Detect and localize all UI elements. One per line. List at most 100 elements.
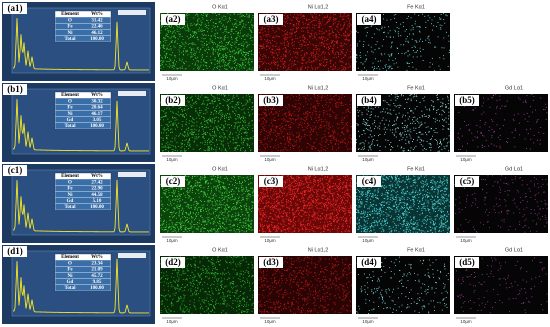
map-dot: [319, 49, 320, 50]
map-dot: [299, 138, 300, 139]
map-dot: [204, 104, 205, 105]
map-dot: [298, 15, 299, 16]
map-dot: [208, 49, 209, 50]
map-dot: [429, 116, 430, 117]
map-dot: [212, 48, 213, 49]
map-dot: [247, 198, 248, 199]
map-dot: [304, 96, 305, 97]
map-dot: [240, 14, 241, 15]
map-dot: [350, 107, 351, 108]
map-dot: [343, 62, 344, 63]
map-dot: [335, 29, 336, 30]
map-dot: [350, 112, 351, 113]
map-dot: [207, 27, 208, 28]
map-dot: [341, 120, 342, 121]
map-dot: [260, 32, 261, 33]
map-dot: [366, 124, 367, 125]
map-dot: [322, 21, 323, 22]
map-dot: [227, 13, 228, 14]
map-dot: [209, 49, 210, 50]
map-dot: [298, 27, 299, 28]
map-dot: [246, 187, 247, 188]
map-dot: [174, 190, 175, 191]
map-dot: [259, 146, 260, 147]
map-dot: [199, 18, 200, 19]
map-dot: [285, 30, 286, 31]
map-dot: [207, 205, 208, 206]
map-dot: [227, 49, 228, 50]
map-dot: [311, 148, 312, 149]
map-dot: [205, 142, 206, 143]
map-dot: [319, 60, 320, 61]
map-dot: [220, 137, 221, 138]
map-dot: [265, 138, 266, 139]
map-dot: [466, 125, 467, 126]
map-dot: [372, 141, 373, 142]
map-dot: [299, 94, 300, 95]
map-dot: [384, 27, 385, 28]
map-dot: [210, 38, 211, 39]
map-dot: [223, 50, 224, 51]
map-dot: [313, 106, 314, 107]
map-dot: [312, 131, 313, 132]
map-dot: [248, 138, 249, 139]
map-dot: [249, 138, 250, 139]
map-dot: [227, 113, 228, 114]
map-dot: [167, 119, 168, 120]
map-dot: [492, 135, 493, 136]
map-dot: [444, 146, 445, 147]
map-dot: [312, 56, 313, 57]
map-dot: [302, 22, 303, 23]
map-dot: [347, 28, 348, 29]
map-dot: [244, 16, 245, 17]
map-dot: [407, 36, 408, 37]
map-dot: [391, 42, 392, 43]
map-dot: [271, 129, 272, 130]
map-dot: [172, 187, 173, 188]
map-dot: [175, 148, 176, 149]
map-dot: [262, 64, 263, 65]
element-map: O Kα1(b2)10μm: [160, 85, 254, 162]
map-dot: [537, 121, 538, 122]
map-dot: [285, 18, 286, 19]
map-dot: [178, 204, 179, 205]
map-dot: [335, 53, 336, 54]
map-dot: [340, 61, 341, 62]
map-dot: [434, 16, 435, 17]
map-dot: [221, 110, 222, 111]
scale-label: 10μm: [166, 76, 178, 81]
map-dot: [252, 17, 253, 18]
map-dot: [175, 40, 176, 41]
map-dot: [204, 118, 205, 119]
map-dot: [215, 13, 216, 14]
map-dot: [230, 20, 231, 21]
map-dot: [345, 16, 346, 17]
map-dot: [285, 55, 286, 56]
map-dot: [296, 23, 297, 24]
map-dot: [233, 61, 234, 62]
map-dot: [310, 62, 311, 63]
map-dot: [200, 66, 201, 67]
map-dot: [274, 109, 275, 110]
map-dot: [265, 106, 266, 107]
map-dot: [209, 66, 210, 67]
map-dot: [484, 136, 485, 137]
map-dot: [284, 21, 285, 22]
map-dot: [314, 33, 315, 34]
map-dot: [274, 117, 275, 118]
map-dot: [194, 24, 195, 25]
map-dot: [224, 215, 225, 216]
map-dot: [514, 137, 515, 138]
map-dot: [180, 107, 181, 108]
map-dot: [473, 109, 474, 110]
map-dot: [409, 34, 410, 35]
map-dot: [439, 151, 440, 152]
map-dot: [165, 145, 166, 146]
map-dot: [297, 70, 298, 71]
map-dot: [227, 101, 228, 102]
map-dot: [230, 116, 231, 117]
map-dot: [289, 111, 290, 112]
map-dot: [432, 30, 433, 31]
map-dot: [216, 23, 217, 24]
